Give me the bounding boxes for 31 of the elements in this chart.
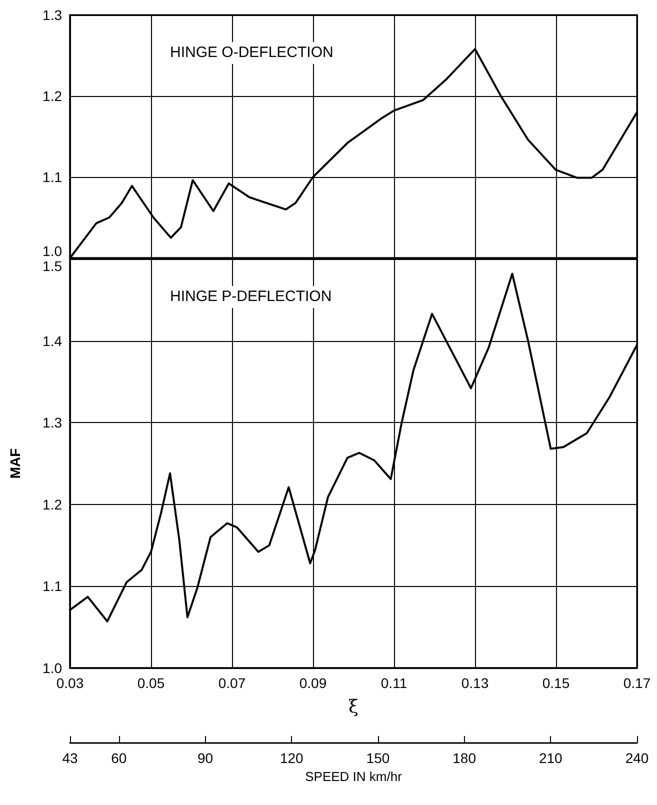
y-tick-label: 1.0 <box>42 243 62 259</box>
y-tick-label: 1.2 <box>42 496 62 512</box>
y-tick-label: 1.1 <box>42 169 62 185</box>
x-tick-label: 0.11 <box>380 675 408 691</box>
x-tick-label: 0.05 <box>137 675 165 691</box>
x2-tick-label: 120 <box>280 750 304 766</box>
annotation: HINGE P-DEFLECTION <box>170 288 332 305</box>
x-tick-label: 0.17 <box>623 675 651 691</box>
x2-tick-label: 43 <box>62 750 78 766</box>
x2-tick-label: 150 <box>366 750 390 766</box>
x2-tick-label: 210 <box>538 750 563 766</box>
x2-tick-label: 180 <box>452 750 476 766</box>
y-tick-label: 1.3 <box>42 7 62 23</box>
y-tick-label: 1.1 <box>42 578 62 594</box>
x-tick-label: 0.09 <box>299 675 327 691</box>
x-tick-label: 0.07 <box>218 675 246 691</box>
x2-axis-title: SPEED IN km/hr <box>305 768 403 784</box>
x-axis-title: ξ <box>348 696 359 718</box>
y-tick-label: 1.0 <box>42 660 62 676</box>
y-tick-label: 1.2 <box>42 88 62 104</box>
y-tick-label: 1.3 <box>42 414 62 431</box>
x-tick-label: 0.03 <box>56 675 84 691</box>
x-tick-label: 0.15 <box>542 675 570 691</box>
x2-tick-label: 240 <box>625 750 649 766</box>
y-tick-label: 1.4 <box>42 332 62 349</box>
x2-tick-label: 90 <box>197 750 214 766</box>
x-tick-label: 0.13 <box>461 675 489 691</box>
x2-tick-label: 60 <box>111 750 127 766</box>
y-axis-title: MAF <box>7 448 23 479</box>
annotation: HINGE O-DEFLECTION <box>170 44 334 61</box>
y-tick-label: 1.5 <box>42 258 62 274</box>
